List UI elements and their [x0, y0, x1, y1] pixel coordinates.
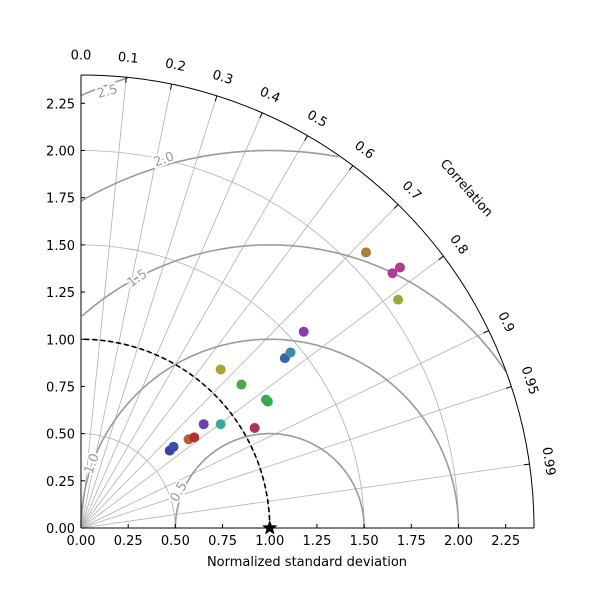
data-point [215, 419, 226, 430]
axes: 0.000.000.250.250.500.500.750.751.001.00… [46, 49, 558, 549]
x-tick-label: 0.75 [208, 534, 237, 549]
correlation-gridline [80, 112, 263, 529]
correlation-tick-label: 0.7 [399, 178, 424, 203]
x-tick-label: 1.25 [302, 534, 331, 549]
correlation-tick [125, 77, 127, 83]
y-tick-label: 2.00 [46, 145, 75, 160]
data-point [262, 396, 273, 407]
correlation-tick-label: 0.0 [71, 49, 92, 64]
data-point [198, 419, 209, 430]
reference-star-marker [262, 520, 278, 535]
data-point [285, 347, 296, 358]
rms-contour-label: 2.5 [95, 82, 119, 102]
data-point [298, 326, 309, 337]
y-tick-label: 1.25 [46, 286, 75, 301]
data-point [361, 247, 372, 258]
correlation-tick-label: 0.95 [518, 365, 541, 397]
rms-contours: 0.5 1.0 1.5 2.0 2.5 [80, 77, 507, 528]
x-tick-label: 0.50 [161, 534, 190, 549]
correlation-tick [169, 84, 173, 90]
data-point [394, 262, 405, 273]
y-tick-label: 0.50 [46, 428, 75, 443]
data-point [249, 422, 260, 433]
rms-contour-label: 1.5 [125, 267, 151, 291]
rms-contour-label: 1.0 [82, 452, 103, 477]
data-point [387, 268, 398, 279]
y-tick-label: 1.00 [46, 333, 75, 348]
std-grid-arc [80, 433, 176, 529]
correlation-tick [523, 463, 530, 466]
data-point [189, 432, 200, 443]
rms-contour [80, 149, 339, 202]
std-grid-arc [80, 150, 459, 529]
outer-arc [80, 74, 535, 529]
x-tick-label: 1.75 [397, 534, 426, 549]
correlation-tick-label: 0.99 [539, 446, 558, 477]
rms-contour [80, 338, 460, 528]
std-grid-arc [80, 244, 365, 529]
correlation-tick [214, 95, 218, 102]
reference-std-arc [80, 338, 271, 529]
correlation-tick-label: 0.4 [257, 85, 282, 107]
correlation-axis-label: Correlation [437, 157, 496, 221]
y-tick-label: 0.25 [46, 475, 75, 490]
rms-contour [81, 244, 507, 373]
correlation-tick [505, 386, 512, 389]
correlation-tick-label: 0.5 [304, 108, 329, 131]
data-points [164, 247, 405, 535]
x-tick-label: 1.00 [255, 534, 284, 549]
x-axis-label: Normalized standard deviation [207, 555, 407, 570]
correlation-gridline [80, 386, 512, 529]
correlation-tick-label: 0.3 [210, 68, 234, 89]
correlation-tick [349, 165, 354, 171]
x-tick-label: 0.25 [114, 534, 143, 549]
correlation-gridline [80, 95, 218, 529]
y-tick-label: 0.75 [46, 380, 75, 395]
correlation-tick [438, 255, 444, 260]
correlation-gridline [80, 255, 444, 529]
x-tick-label: 1.50 [350, 534, 379, 549]
correlation-tick [483, 330, 489, 334]
data-point [393, 294, 404, 305]
data-point [215, 364, 226, 375]
rms-contour-label: 2.0 [152, 149, 177, 170]
x-tick-label: 2.25 [491, 534, 520, 549]
correlation-tick-label: 0.6 [351, 138, 377, 162]
correlation-tick-label: 0.9 [494, 310, 517, 335]
y-tick-label: 2.25 [46, 97, 75, 112]
correlation-tick-label: 0.8 [446, 232, 470, 258]
x-tick-label: 2.00 [444, 534, 473, 549]
grid-layer [80, 77, 530, 529]
y-tick-label: 0.00 [46, 522, 75, 537]
y-tick-label: 1.75 [46, 192, 75, 207]
rms-contour [81, 77, 129, 97]
y-tick-label: 1.50 [46, 239, 75, 254]
data-point [236, 379, 247, 390]
correlation-tick-label: 0.2 [164, 56, 187, 75]
data-point [168, 441, 179, 452]
correlation-tick [304, 135, 308, 141]
correlation-gridline [80, 463, 530, 529]
correlation-tick-label: 0.1 [117, 50, 139, 67]
x-tick-label: 0.00 [67, 534, 96, 549]
correlation-tick [393, 204, 399, 209]
rms-contour [174, 432, 365, 528]
correlation-tick [259, 112, 263, 119]
